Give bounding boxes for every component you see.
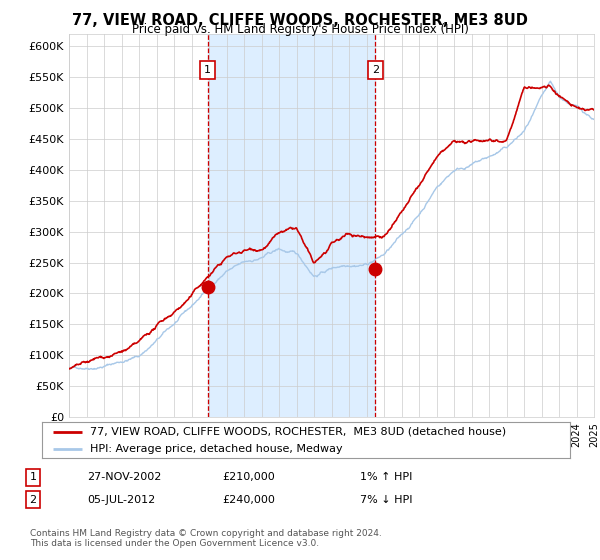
Text: Contains HM Land Registry data © Crown copyright and database right 2024.
This d: Contains HM Land Registry data © Crown c… <box>30 529 382 548</box>
Text: 2: 2 <box>29 494 37 505</box>
Text: 1% ↑ HPI: 1% ↑ HPI <box>360 472 412 482</box>
Text: 2: 2 <box>371 65 379 75</box>
Text: 77, VIEW ROAD, CLIFFE WOODS, ROCHESTER, ME3 8UD: 77, VIEW ROAD, CLIFFE WOODS, ROCHESTER, … <box>72 13 528 27</box>
Text: HPI: Average price, detached house, Medway: HPI: Average price, detached house, Medw… <box>89 444 342 454</box>
Text: £240,000: £240,000 <box>222 494 275 505</box>
Text: Price paid vs. HM Land Registry's House Price Index (HPI): Price paid vs. HM Land Registry's House … <box>131 22 469 36</box>
Text: £210,000: £210,000 <box>222 472 275 482</box>
Text: 77, VIEW ROAD, CLIFFE WOODS, ROCHESTER,  ME3 8UD (detached house): 77, VIEW ROAD, CLIFFE WOODS, ROCHESTER, … <box>89 427 506 437</box>
Text: 1: 1 <box>29 472 37 482</box>
Text: 1: 1 <box>204 65 211 75</box>
Text: 7% ↓ HPI: 7% ↓ HPI <box>360 494 413 505</box>
Text: 27-NOV-2002: 27-NOV-2002 <box>87 472 161 482</box>
Bar <box>208 34 375 417</box>
Text: 05-JUL-2012: 05-JUL-2012 <box>87 494 155 505</box>
